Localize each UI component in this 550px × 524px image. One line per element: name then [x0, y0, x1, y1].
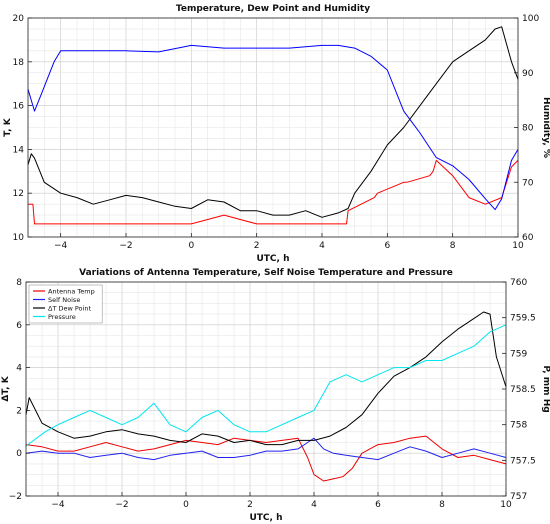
y-right-axis-label: Humidity, %: [541, 97, 550, 158]
y-tick-label: 10: [13, 233, 25, 243]
y-right-tick-label: 757.5: [510, 456, 536, 466]
series-line-1-3: [27, 44, 519, 211]
y-right-tick-label: 759: [510, 349, 527, 359]
y-tick-label: 8: [16, 278, 22, 288]
y-right-tick-label: 759.5: [510, 314, 536, 324]
x-tick-label: −4: [54, 241, 68, 251]
x-tick-label: 0: [188, 241, 194, 251]
legend-label: Antenna Temp: [48, 287, 95, 295]
x-tick-label: 6: [384, 241, 390, 251]
y-right-tick-label: 70: [522, 178, 534, 188]
x-tick-label: 10: [512, 241, 524, 251]
y-tick-label: −2: [9, 492, 22, 502]
series-line-2-3: [25, 311, 507, 446]
series-line-1-1: [28, 159, 519, 225]
x-tick-label: −2: [119, 241, 132, 251]
x-tick-label: 0: [183, 500, 189, 510]
y-right-tick-label: 758: [510, 421, 527, 431]
y-right-tick-label: 760: [510, 278, 527, 288]
y-right-tick-label: 100: [522, 14, 539, 24]
x-tick-label: 4: [319, 241, 325, 251]
x-axis-label: UTC, h: [256, 254, 289, 264]
series-line-2-4: [25, 324, 507, 447]
y-tick-label: 20: [13, 14, 25, 24]
series-line-1-2: [27, 26, 519, 218]
y-tick-label: 4: [16, 364, 22, 374]
chart-title: Temperature, Dew Point and Humidity: [176, 4, 370, 14]
legend-label: ΔT Dew Point: [48, 304, 91, 312]
y-right-tick-label: 60: [522, 233, 534, 243]
legend-label: Self Noise: [48, 296, 80, 304]
y-tick-label: 2: [16, 406, 22, 416]
x-axis-label: UTC, h: [249, 513, 282, 523]
legend-label: Pressure: [48, 313, 76, 321]
y-right-tick-label: 757: [510, 492, 527, 502]
x-tick-label: 4: [311, 500, 317, 510]
y-tick-label: 6: [16, 321, 22, 331]
y-tick-label: 16: [13, 102, 25, 112]
chart-title: Variations of Antenna Temperature, Self …: [79, 268, 453, 278]
x-tick-label: 2: [254, 241, 260, 251]
x-tick-label: 6: [375, 500, 381, 510]
x-tick-label: 8: [439, 500, 445, 510]
y-axis-label: T, K: [3, 117, 13, 136]
y-right-axis-label: P, mm Hg: [541, 365, 550, 412]
series-line-2-1: [25, 435, 507, 482]
y-tick-label: 0: [16, 449, 22, 459]
y-tick-label: 14: [13, 145, 25, 155]
y-right-tick-label: 758.5: [510, 385, 536, 395]
y-right-tick-label: 80: [522, 124, 534, 134]
y-tick-label: 12: [13, 189, 24, 199]
x-tick-label: 8: [450, 241, 456, 251]
y-tick-label: 18: [13, 58, 25, 68]
y-right-tick-label: 90: [522, 69, 534, 79]
x-tick-label: −2: [115, 500, 128, 510]
y-axis-label: ΔT, K: [1, 375, 11, 401]
x-tick-label: 10: [500, 500, 512, 510]
x-tick-label: 2: [247, 500, 253, 510]
series-line-2-2: [25, 437, 507, 461]
x-tick-label: −4: [51, 500, 65, 510]
